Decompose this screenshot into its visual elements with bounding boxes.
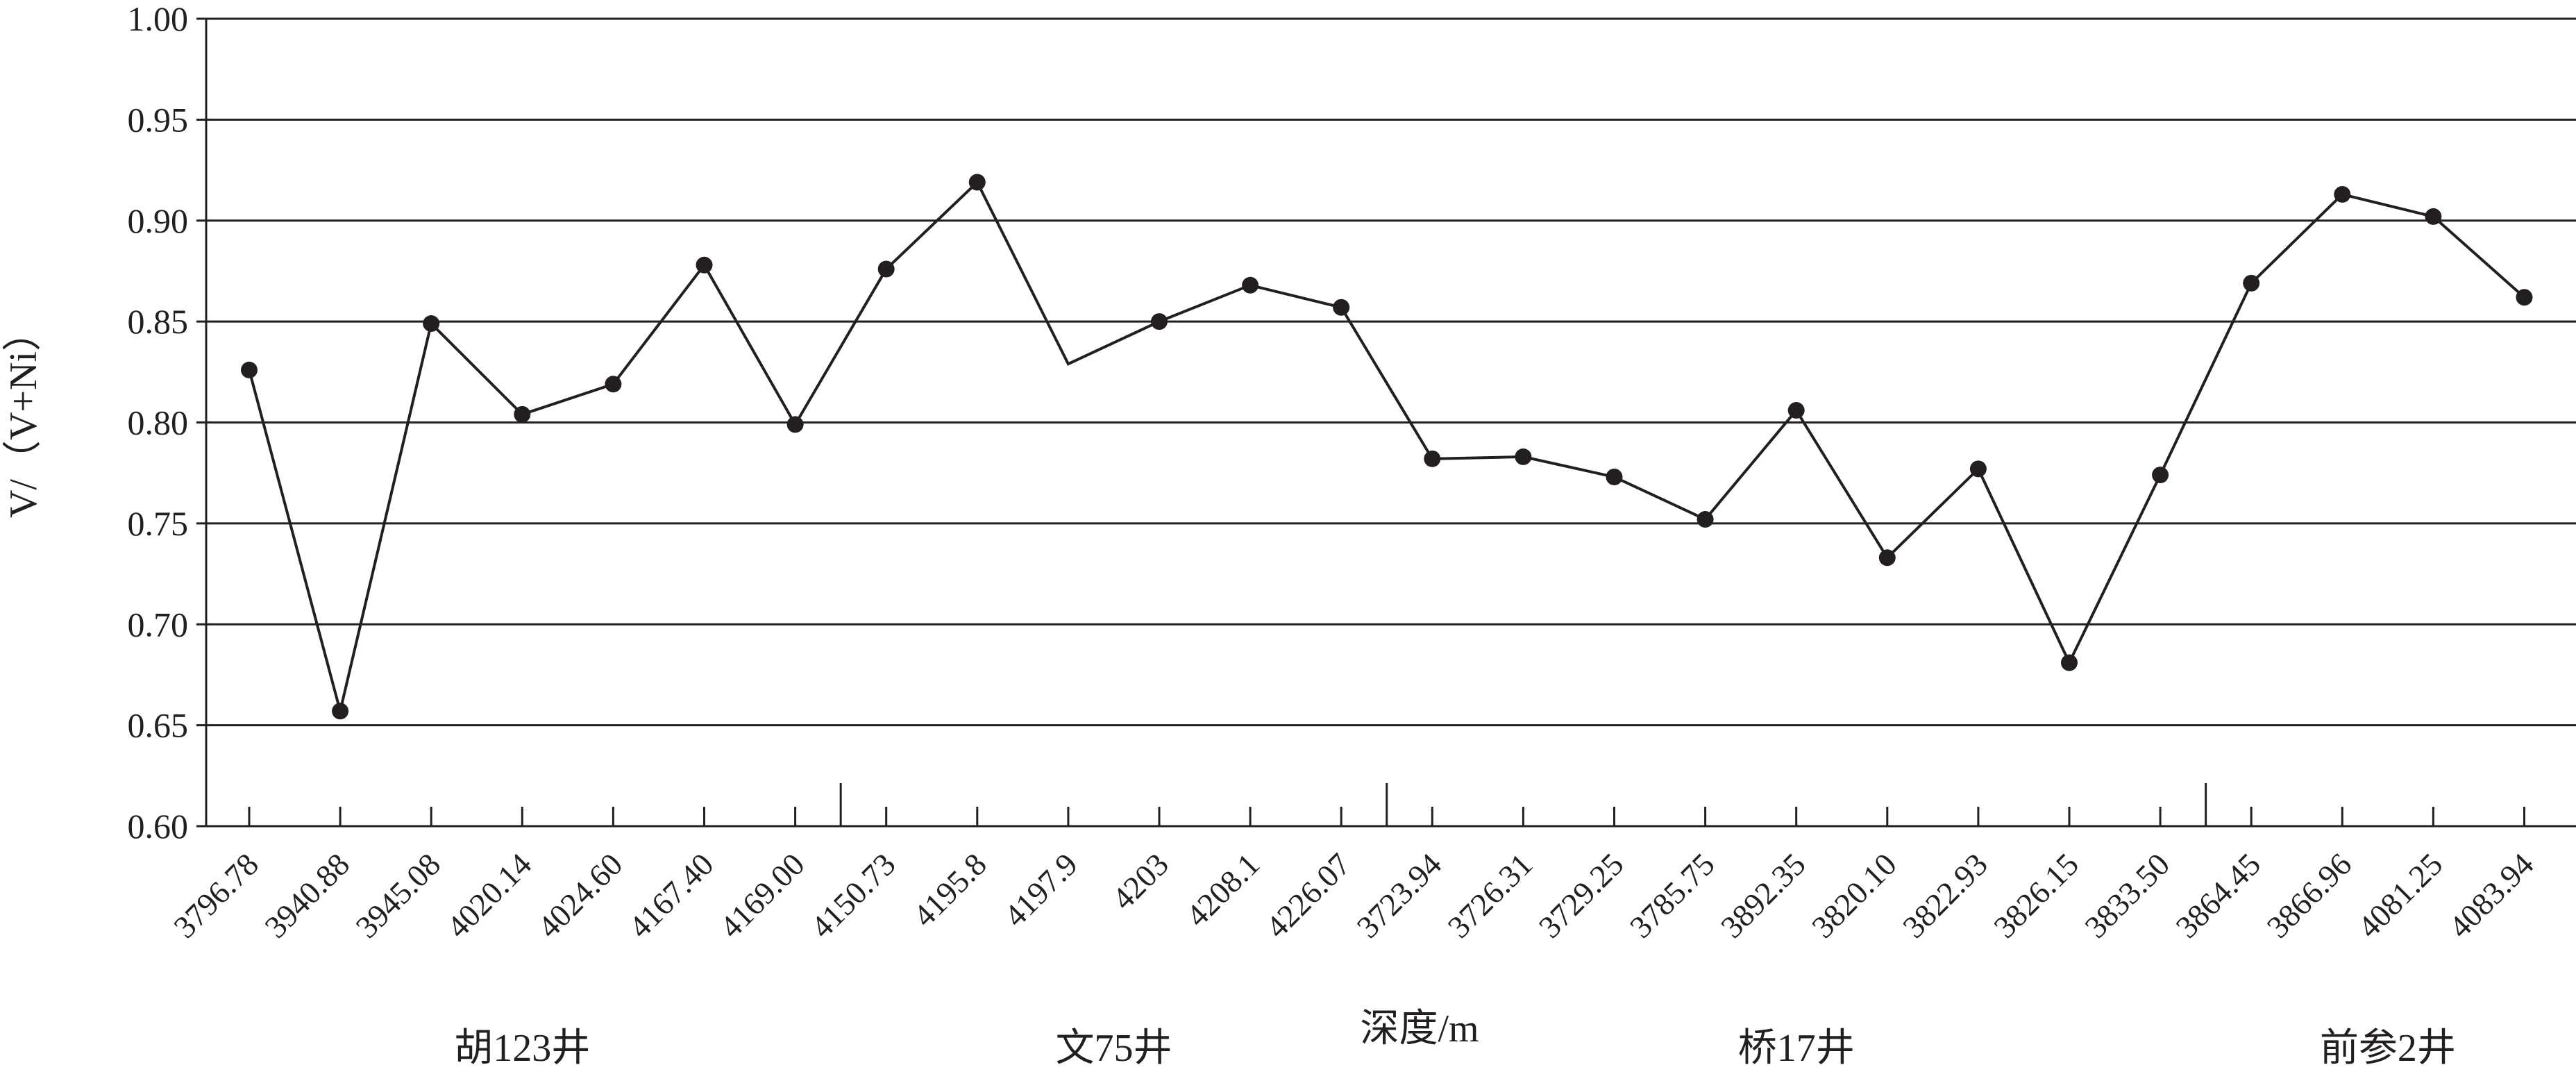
x-tick-label: 3785.75	[1623, 846, 1721, 945]
x-tick-label: 4083.94	[2442, 846, 2541, 945]
y-tick-label: 0.75	[128, 504, 189, 543]
data-point	[1697, 511, 1714, 528]
data-point	[1424, 450, 1441, 467]
data-point	[786, 416, 804, 433]
data-point	[696, 256, 713, 274]
data-point	[1242, 276, 1259, 294]
x-tick-label: 3833.50	[2078, 846, 2176, 945]
series	[241, 174, 2533, 720]
data-point	[1333, 299, 1350, 316]
group-label: 前参2井	[2320, 1027, 2456, 1070]
y-tick-label: 0.80	[128, 403, 189, 442]
x-tick-label: 4020.14	[440, 846, 539, 945]
data-point	[241, 361, 258, 378]
y-tick-label: 0.85	[128, 302, 189, 341]
data-point	[514, 405, 531, 423]
data-point	[2334, 185, 2351, 203]
data-point	[2516, 289, 2533, 306]
data-point	[1151, 313, 1168, 330]
x-axis-title: 深度/m	[1360, 1007, 1479, 1050]
x-tick-label: 4169.00	[713, 846, 811, 945]
group-label: 文75井	[1055, 1027, 1172, 1070]
x-tick-label: 4024.60	[531, 846, 630, 945]
y-tick-label: 1.00	[128, 0, 189, 38]
x-tick-label: 4208.1	[1179, 846, 1267, 934]
y-axis-ticks: 0.60 0.65 0.70 0.75 0.80 0.85 0.90 0.95 1.00	[128, 0, 206, 846]
x-tick-label: 3820.10	[1805, 846, 1903, 945]
group-label: 桥17井	[1738, 1027, 1855, 1070]
x-tick-label: 3826.15	[1987, 846, 2085, 945]
data-point	[1969, 460, 1987, 478]
series-line	[339, 180, 2525, 712]
x-tick-label: 4081.25	[2351, 846, 2450, 945]
y-tick-label: 0.90	[128, 201, 189, 240]
data-point	[605, 376, 622, 393]
x-tick-label: 4150.73	[804, 846, 902, 945]
data-point	[2243, 274, 2260, 292]
data-point	[1606, 469, 1623, 486]
x-tick-label: 3726.31	[1441, 846, 1540, 945]
x-tick-label: 4167.40	[622, 846, 721, 945]
data-point	[2061, 654, 2078, 671]
x-tick-label: 3796.78	[167, 846, 265, 945]
data-point	[1787, 402, 1805, 419]
data-point	[2152, 467, 2169, 484]
gridlines	[206, 17, 2576, 828]
x-tick-label: 3864.45	[2169, 846, 2267, 945]
x-tick-label: 3729.25	[1532, 846, 1631, 945]
x-tick-label: 3945.08	[348, 846, 447, 945]
y-tick-label: 0.60	[128, 807, 189, 846]
data-point	[877, 260, 895, 278]
x-tick-label: 4195.8	[906, 846, 993, 934]
x-axis-ticks: 3796.783940.883945.084020.144024.604167.…	[167, 783, 2541, 945]
x-tick-label: 4226.07	[1258, 846, 1357, 945]
x-tick-label: 3723.94	[1350, 846, 1449, 945]
y-axis-title: V/（V+Ni）	[2, 312, 45, 518]
group-labels: 胡123井 文75井 桥17井 前参2井	[454, 1027, 2456, 1070]
data-point	[423, 315, 440, 333]
y-tick-label: 0.70	[128, 605, 189, 644]
y-tick-label: 0.65	[128, 706, 189, 745]
data-point	[332, 703, 349, 720]
x-tick-label: 3940.88	[258, 846, 356, 945]
data-point	[2425, 208, 2442, 225]
x-tick-label: 3892.35	[1714, 846, 1812, 945]
x-tick-label: 3866.96	[2260, 846, 2359, 945]
x-tick-label: 3822.93	[1896, 846, 1994, 945]
data-point	[1878, 549, 1896, 567]
data-point	[968, 174, 986, 191]
y-tick-label: 0.95	[128, 100, 189, 139]
x-tick-label: 4203	[1105, 846, 1175, 916]
x-tick-label: 4197.9	[997, 846, 1084, 934]
group-label: 胡123井	[454, 1027, 590, 1070]
data-point	[1515, 448, 1532, 465]
series-line	[248, 369, 342, 712]
